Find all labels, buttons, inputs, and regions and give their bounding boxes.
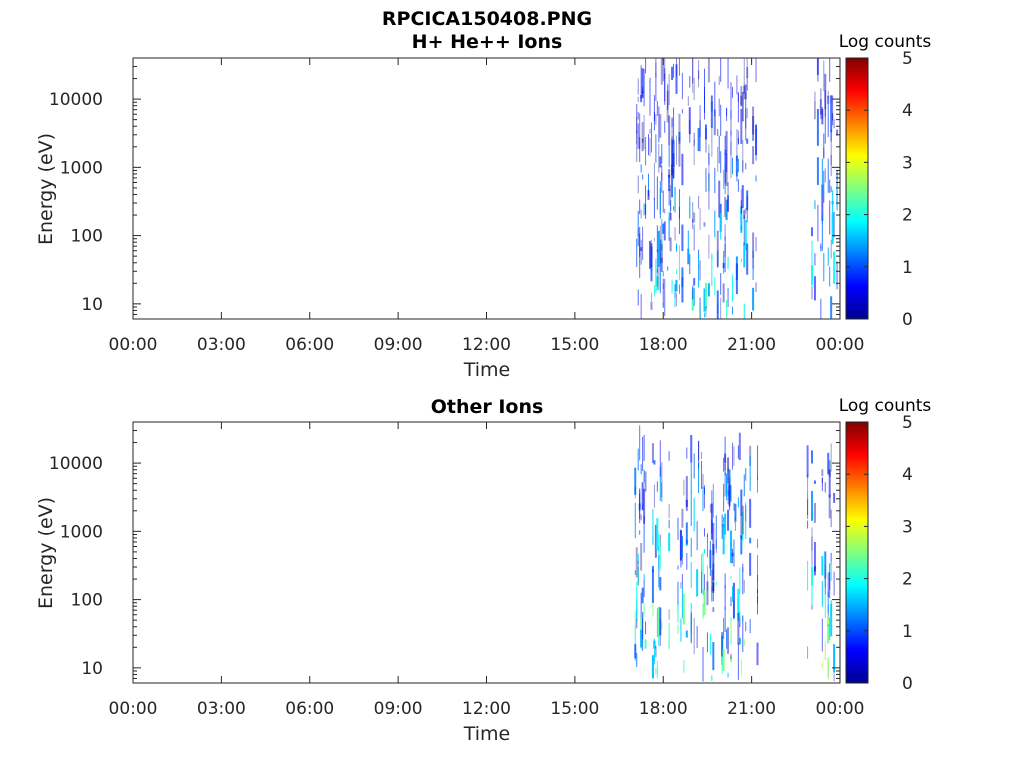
- colorbar-tick-label: 0: [902, 310, 913, 330]
- x-axis-ticks: 00:00 03:00 06:00 09:00 12:00 15:00 18:00 21:00…: [109, 422, 865, 719]
- y-axis-label: Energy (eV): [35, 497, 57, 609]
- plot-frame: [132, 57, 841, 320]
- x-tick-label: 06:00: [285, 335, 334, 355]
- x-tick-label: 09:00: [374, 699, 423, 719]
- x-axis-label: Time: [463, 359, 511, 381]
- colorbar: [845, 421, 869, 684]
- x-tick-label: 21:00: [727, 335, 776, 355]
- x-tick-label: 21:00: [727, 699, 776, 719]
- colorbar-ticks: 0 1 2 3 4 5: [846, 49, 913, 330]
- x-tick-label: 03:00: [197, 699, 246, 719]
- y-axis-ticks: 10 100 1000 10000: [49, 57, 840, 320]
- colorbar-tick-label: 4: [902, 101, 913, 121]
- y-tick-label: 1000: [60, 158, 103, 178]
- colorbar-tick-label: 2: [902, 570, 913, 590]
- colorbar-label: Log counts: [839, 396, 932, 416]
- x-tick-label: 00:00: [816, 335, 865, 355]
- panel-title-other-ions: Other Ions: [431, 396, 544, 418]
- colorbar-tick-label: 5: [902, 49, 913, 69]
- x-tick-label: 15:00: [550, 335, 599, 355]
- x-tick-label: 00:00: [816, 699, 865, 719]
- x-tick-label: 12:00: [462, 335, 511, 355]
- colorbar: [845, 57, 869, 320]
- x-tick-label: 09:00: [374, 335, 423, 355]
- y-tick-label: 100: [71, 591, 103, 611]
- y-tick-label: 100: [71, 227, 103, 247]
- x-tick-label: 15:00: [550, 699, 599, 719]
- colorbar-tick-label: 3: [902, 517, 913, 537]
- y-tick-label: 10000: [49, 90, 103, 110]
- x-tick-label: 06:00: [285, 699, 334, 719]
- colorbar-tick-label: 4: [902, 465, 913, 485]
- colorbar-label: Log counts: [839, 32, 932, 52]
- colorbar-tick-label: 0: [902, 674, 913, 694]
- y-axis-label: Energy (eV): [35, 133, 57, 245]
- y-tick-label: 1000: [60, 522, 103, 542]
- figure-title: RPCICA150408.PNG: [382, 8, 592, 30]
- y-tick-label: 10: [81, 295, 103, 315]
- colorbar-tick-label: 5: [902, 413, 913, 433]
- y-axis-ticks: 10 100 1000 10000: [49, 421, 840, 684]
- x-tick-label: 00:00: [109, 699, 158, 719]
- x-axis-label: Time: [463, 723, 511, 745]
- x-tick-label: 03:00: [197, 335, 246, 355]
- spectrogram-h-he-ions: [636, 58, 839, 319]
- panel-title-h-he-ions: H+ He++ Ions: [412, 31, 563, 53]
- colorbar-tick-label: 3: [902, 153, 913, 173]
- colorbar-tick-label: 2: [902, 206, 913, 226]
- colorbar-tick-label: 1: [902, 258, 913, 278]
- x-tick-label: 18:00: [639, 335, 688, 355]
- x-tick-label: 18:00: [639, 699, 688, 719]
- x-axis-ticks: 00:00 03:00 06:00 09:00 12:00 15:00 18:00 21:00…: [109, 58, 865, 355]
- colorbar-ticks: 0 1 2 3 4 5: [846, 413, 913, 694]
- colorbar-tick-label: 1: [902, 622, 913, 642]
- spectrogram-other-ions: [634, 425, 836, 682]
- x-tick-label: 00:00: [109, 335, 158, 355]
- y-tick-label: 10000: [49, 454, 103, 474]
- y-tick-label: 10: [81, 659, 103, 679]
- x-tick-label: 12:00: [462, 699, 511, 719]
